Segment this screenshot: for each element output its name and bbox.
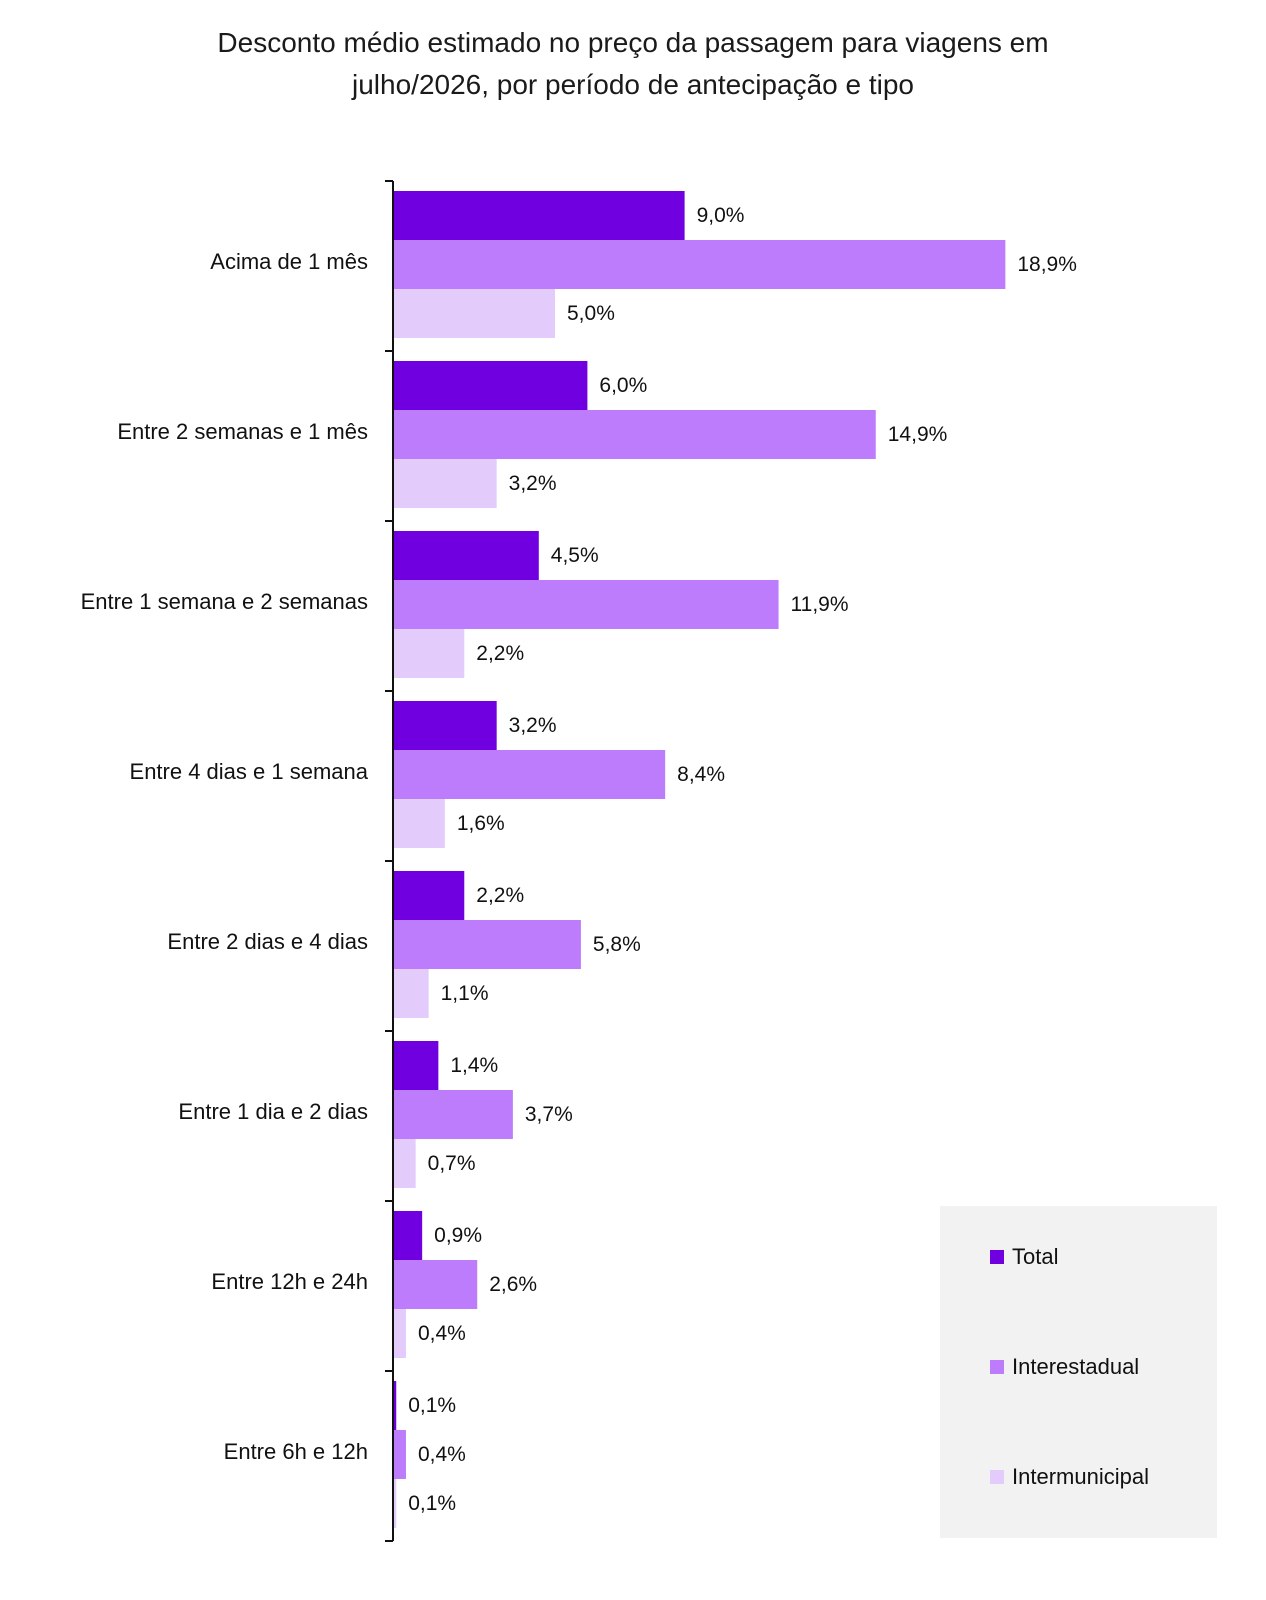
legend-label-total: Total xyxy=(1012,1244,1059,1269)
bar-intermunicipal-entre-4-dias-e-1-semana xyxy=(393,799,445,848)
bar-interestadual-entre-2-semanas-e-1-mes xyxy=(393,410,876,459)
chart-title-line-1: Desconto médio estimado no preço da pass… xyxy=(217,27,1049,58)
legend-item-interestadual: Interestadual xyxy=(990,1352,1139,1382)
data-label-intermunicipal-entre-6h-e-12h: 0,1% xyxy=(408,1492,456,1515)
data-label-total-entre-1-dia-e-2-dias: 1,4% xyxy=(450,1054,498,1077)
data-label-intermunicipal-entre-2-dias-e-4-dias: 1,1% xyxy=(441,982,489,1005)
bar-interestadual-entre-6h-e-12h xyxy=(393,1430,406,1479)
data-label-interestadual-entre-2-semanas-e-1-mes: 14,9% xyxy=(888,423,948,446)
category-label-entre-4-dias-e-1-semana: Entre 4 dias e 1 semana xyxy=(130,759,369,784)
legend-swatch-interestadual xyxy=(990,1360,1004,1374)
bar-total-entre-1-semana-e-2-semanas xyxy=(393,531,539,580)
chart-title: Desconto médio estimado no preço da pass… xyxy=(0,22,1266,106)
bar-interestadual-entre-12h-e-24h xyxy=(393,1260,478,1309)
category-label-entre-2-dias-e-4-dias: Entre 2 dias e 4 dias xyxy=(167,929,368,954)
legend-swatch-total xyxy=(990,1250,1004,1264)
bar-total-entre-4-dias-e-1-semana xyxy=(393,701,497,750)
category-label-entre-6h-e-12h: Entre 6h e 12h xyxy=(224,1439,368,1464)
data-label-total-entre-12h-e-24h: 0,9% xyxy=(434,1224,482,1247)
data-label-total-entre-4-dias-e-1-semana: 3,2% xyxy=(509,714,557,737)
data-label-intermunicipal-entre-2-semanas-e-1-mes: 3,2% xyxy=(509,472,557,495)
category-label-entre-1-semana-e-2-semanas: Entre 1 semana e 2 semanas xyxy=(81,589,368,614)
category-label-entre-12h-e-24h: Entre 12h e 24h xyxy=(211,1269,368,1294)
data-label-interestadual-entre-6h-e-12h: 0,4% xyxy=(418,1443,466,1466)
legend-item-total: Total xyxy=(990,1242,1058,1272)
bar-total-entre-2-semanas-e-1-mes xyxy=(393,361,588,410)
data-label-interestadual-entre-1-dia-e-2-dias: 3,7% xyxy=(525,1103,573,1126)
bar-intermunicipal-entre-2-semanas-e-1-mes xyxy=(393,459,497,508)
bar-interestadual-acima-de-1-mes xyxy=(393,240,1006,289)
bar-total-acima-de-1-mes xyxy=(393,191,685,240)
bar-interestadual-entre-2-dias-e-4-dias xyxy=(393,920,581,969)
category-label-entre-1-dia-e-2-dias: Entre 1 dia e 2 dias xyxy=(178,1099,368,1124)
legend-item-intermunicipal: Intermunicipal xyxy=(990,1462,1149,1492)
data-label-interestadual-entre-2-dias-e-4-dias: 5,8% xyxy=(593,933,641,956)
bars-layer xyxy=(393,191,1006,1528)
data-label-total-entre-1-semana-e-2-semanas: 4,5% xyxy=(551,544,599,567)
bar-interestadual-entre-4-dias-e-1-semana xyxy=(393,750,666,799)
data-label-total-entre-2-semanas-e-1-mes: 6,0% xyxy=(599,374,647,397)
data-label-intermunicipal-entre-12h-e-24h: 0,4% xyxy=(418,1322,466,1345)
bar-total-entre-1-dia-e-2-dias xyxy=(393,1041,439,1090)
bar-intermunicipal-entre-12h-e-24h xyxy=(393,1309,406,1358)
chart-title-line-2: julho/2026, por período de antecipação e… xyxy=(352,69,914,100)
bar-intermunicipal-entre-2-dias-e-4-dias xyxy=(393,969,429,1018)
legend-label-interestadual: Interestadual xyxy=(1012,1354,1140,1379)
data-label-total-entre-2-dias-e-4-dias: 2,2% xyxy=(476,884,524,907)
bar-intermunicipal-acima-de-1-mes xyxy=(393,289,555,338)
data-label-interestadual-entre-1-semana-e-2-semanas: 11,9% xyxy=(791,593,849,616)
bar-total-entre-6h-e-12h xyxy=(393,1381,397,1430)
legend: Total Interestadual Intermunicipal xyxy=(940,1206,1217,1538)
data-label-interestadual-entre-4-dias-e-1-semana: 8,4% xyxy=(677,763,725,786)
category-label-acima-de-1-mes: Acima de 1 mês xyxy=(210,249,368,274)
data-label-total-acima-de-1-mes: 9,0% xyxy=(697,204,745,227)
legend-swatch-intermunicipal xyxy=(990,1470,1004,1484)
bar-intermunicipal-entre-6h-e-12h xyxy=(393,1479,397,1528)
bar-intermunicipal-entre-1-dia-e-2-dias xyxy=(393,1139,416,1188)
bar-total-entre-12h-e-24h xyxy=(393,1211,423,1260)
data-label-interestadual-entre-12h-e-24h: 2,6% xyxy=(489,1273,537,1296)
bar-interestadual-entre-1-dia-e-2-dias xyxy=(393,1090,513,1139)
data-label-interestadual-acima-de-1-mes: 18,9% xyxy=(1017,253,1077,276)
bar-total-entre-2-dias-e-4-dias xyxy=(393,871,465,920)
data-label-intermunicipal-acima-de-1-mes: 5,0% xyxy=(567,302,615,325)
data-label-intermunicipal-entre-1-semana-e-2-semanas: 2,2% xyxy=(476,642,524,665)
data-label-total-entre-6h-e-12h: 0,1% xyxy=(408,1394,456,1417)
data-label-intermunicipal-entre-4-dias-e-1-semana: 1,6% xyxy=(457,812,505,835)
bar-interestadual-entre-1-semana-e-2-semanas xyxy=(393,580,779,629)
category-label-entre-2-semanas-e-1-mes: Entre 2 semanas e 1 mês xyxy=(117,419,368,444)
data-label-intermunicipal-entre-1-dia-e-2-dias: 0,7% xyxy=(428,1152,476,1175)
legend-label-intermunicipal: Intermunicipal xyxy=(1012,1464,1149,1489)
labels-layer: Acima de 1 mês 9,0% 18,9% 5,0% Entre 2 seman… xyxy=(81,204,1077,1515)
y-axis xyxy=(385,180,394,1542)
bar-intermunicipal-entre-1-semana-e-2-semanas xyxy=(393,629,465,678)
